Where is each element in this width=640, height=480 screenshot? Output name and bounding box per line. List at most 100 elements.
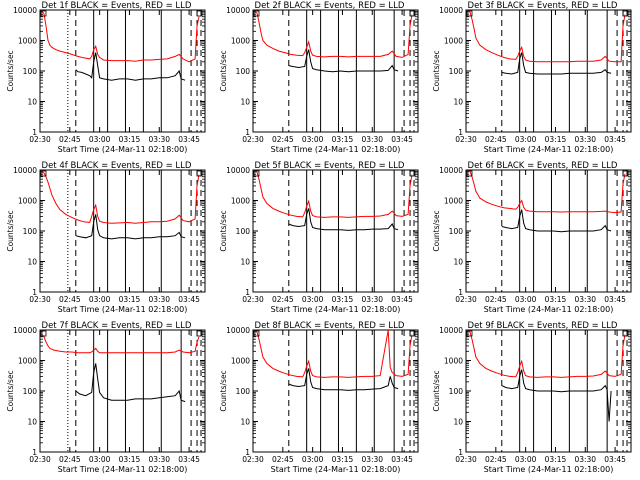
y-axis-title: Counts/sec [432,370,441,411]
y-tick-label: 10000 [226,6,250,15]
x-tick-label: 03:45 [604,455,626,464]
y-tick-label: 10000 [13,326,37,335]
panel-title: Det 3f BLACK = Events, RED = LLD [468,1,618,11]
x-tick-label: 03:15 [332,295,354,304]
y-tick-label: 1000 [18,357,37,366]
y-tick-label: 1 [32,128,37,137]
x-axis-title: Start Time (24-Mar-11 02:18:00) [484,465,614,474]
corner-marker-right [622,170,629,177]
x-tick-label: 02:30 [455,295,477,304]
y-axis-title: Counts/sec [432,210,441,251]
y-tick-label: 1000 [444,357,463,366]
y-axis-title: Counts/sec [432,50,441,91]
y-tick-label: 1 [458,288,463,297]
y-tick-label: 100 [236,387,251,396]
corner-marker-right [196,330,203,337]
panel-title: Det 7f BLACK = Events, RED = LLD [42,321,192,331]
y-tick-label: 10 [27,418,37,427]
series-lld-line [254,170,413,218]
y-axis-title: Counts/sec [6,210,15,251]
y-tick-label: 10000 [13,6,37,15]
x-tick-label: 03:00 [515,455,537,464]
y-tick-label: 10000 [439,6,463,15]
panel-title: Det 4f BLACK = Events, RED = LLD [42,161,192,171]
panel-det-1f: Det 1f BLACK = Events, RED = LLD 1 10 100 10… [6,1,206,154]
x-tick-label: 03:30 [574,455,596,464]
series-events-line [501,52,612,75]
corner-marker-left [466,10,473,17]
x-axis-title: Start Time (24-Mar-11 02:18:00) [271,465,401,474]
x-tick-label: 02:45 [272,135,294,144]
x-tick-label: 03:00 [302,135,324,144]
x-tick-label: 03:15 [332,135,354,144]
x-tick-label: 02:45 [485,295,507,304]
y-tick-label: 1 [32,448,37,457]
series-events-line [75,214,186,240]
x-tick-label: 02:30 [242,455,264,464]
x-axis-title: Start Time (24-Mar-11 02:18:00) [484,305,614,314]
x-axis-title: Start Time (24-Mar-11 02:18:00) [58,305,188,314]
x-tick-label: 02:45 [485,135,507,144]
series-events-line [501,209,612,233]
y-tick-label: 10 [240,418,250,427]
y-axis-title: Counts/sec [219,370,228,411]
x-tick-label: 03:45 [178,455,200,464]
x-tick-label: 03:15 [332,455,354,464]
x-axis-title: Start Time (24-Mar-11 02:18:00) [58,465,188,474]
y-tick-label: 100 [449,67,464,76]
x-tick-label: 02:45 [272,295,294,304]
x-tick-label: 03:15 [119,455,141,464]
x-tick-label: 03:45 [391,295,413,304]
y-axis-title: Counts/sec [219,50,228,91]
corner-marker-left [40,10,47,17]
corner-marker-right [409,330,416,337]
x-tick-label: 02:30 [29,295,51,304]
x-tick-label: 02:30 [242,135,264,144]
x-tick-label: 02:45 [485,455,507,464]
panel-title: Det 2f BLACK = Events, RED = LLD [255,1,405,11]
corner-marker-right [622,10,629,17]
y-tick-label: 10000 [226,326,250,335]
y-tick-label: 1000 [18,197,37,206]
corner-marker-left [253,170,260,177]
corner-marker-right [196,170,203,177]
x-axis-title: Start Time (24-Mar-11 02:18:00) [484,145,614,154]
plot-frame [39,9,206,133]
corner-marker-left [466,170,473,177]
x-tick-label: 03:00 [89,135,111,144]
y-tick-label: 100 [449,387,464,396]
panel-det-8f: Det 8f BLACK = Events, RED = LLD 1 10 100 10… [219,321,419,474]
x-tick-label: 03:30 [148,455,170,464]
corner-marker-right [622,330,629,337]
y-tick-label: 10000 [439,326,463,335]
x-tick-label: 03:00 [302,295,324,304]
y-tick-label: 1 [458,128,463,137]
y-tick-label: 10000 [226,166,250,175]
x-tick-label: 02:45 [59,295,81,304]
x-tick-label: 03:45 [604,295,626,304]
x-axis-title: Start Time (24-Mar-11 02:18:00) [271,145,401,154]
corner-marker-left [40,330,47,337]
y-tick-label: 10 [27,258,37,267]
corner-marker-left [466,330,473,337]
y-tick-label: 100 [236,227,251,236]
y-tick-label: 1000 [444,197,463,206]
plot-frame [252,329,419,453]
x-tick-label: 02:30 [29,135,51,144]
y-tick-label: 10000 [439,166,463,175]
x-tick-label: 03:00 [515,135,537,144]
panel-det-5f: Det 5f BLACK = Events, RED = LLD 1 10 100 10… [219,161,419,314]
corner-marker-right [409,170,416,177]
x-tick-label: 03:30 [148,135,170,144]
y-tick-label: 1 [245,288,250,297]
x-tick-label: 03:15 [545,455,567,464]
plot-frame [252,169,419,293]
y-tick-label: 1000 [231,197,250,206]
y-tick-label: 1 [458,448,463,457]
series-lld-line [41,171,200,224]
x-tick-label: 02:45 [59,455,81,464]
series-events-line [288,49,399,73]
y-tick-label: 10000 [13,166,37,175]
x-tick-label: 03:45 [391,135,413,144]
y-axis-title: Counts/sec [6,370,15,411]
